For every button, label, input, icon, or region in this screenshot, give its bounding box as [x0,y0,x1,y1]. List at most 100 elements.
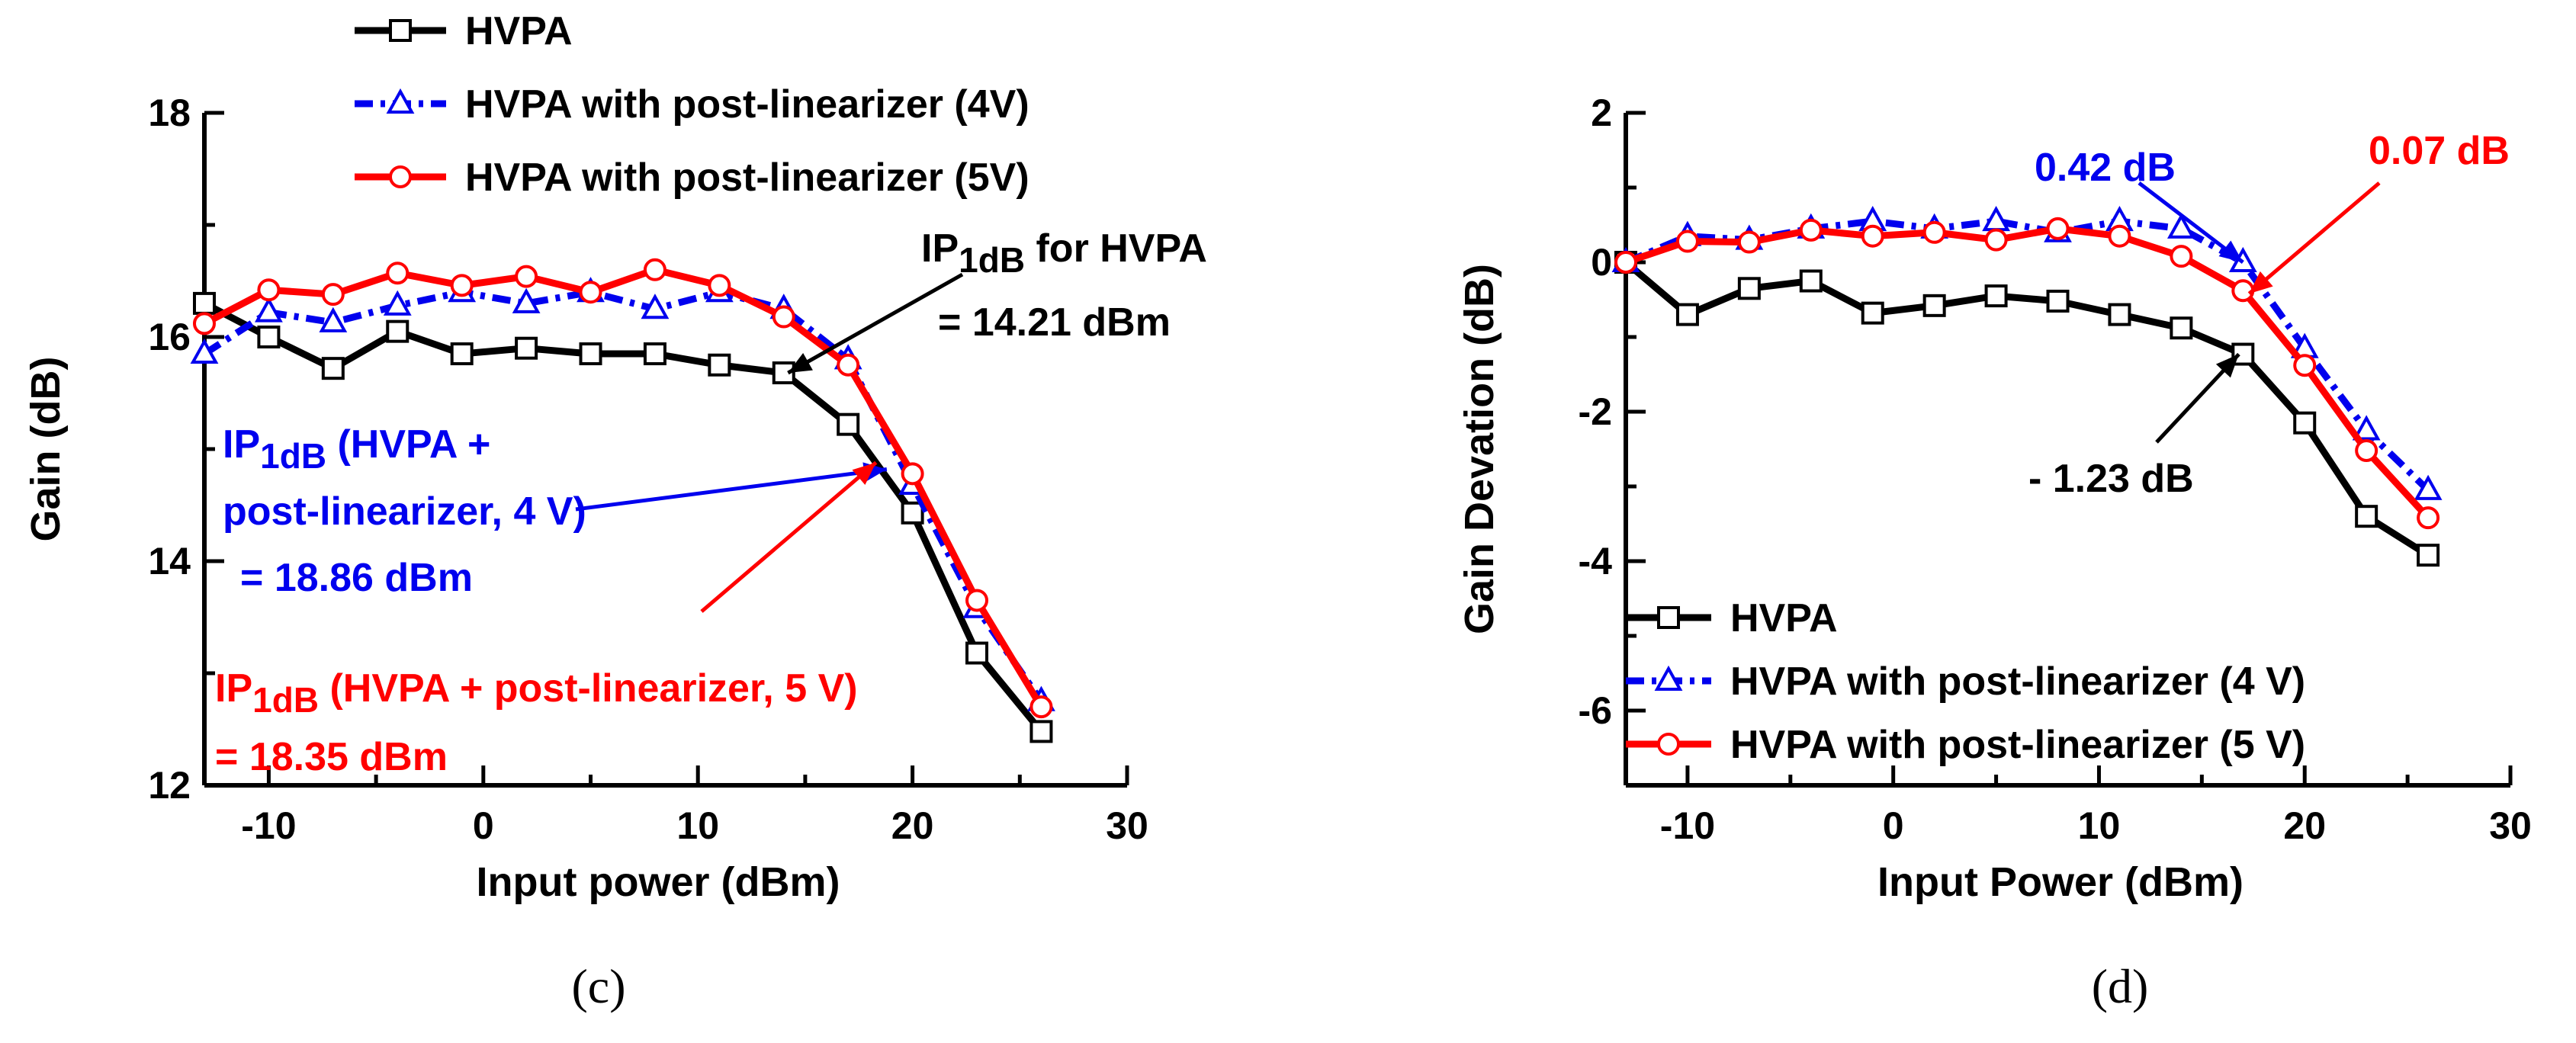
text-part: (HVPA + post-linearizer, 5 V) [319,666,858,711]
data-point [2046,217,2070,240]
data-point [1614,251,1637,274]
data-point [965,589,989,612]
data-point [1675,229,1699,253]
data-point [515,265,538,288]
data-point [1737,277,1761,300]
x-tick-label: 30 [1106,804,1148,847]
legend-label: HVPA with post-linearizer (4 V) [1730,659,2305,704]
data-point [2108,303,2131,326]
annotation-arrow-line [700,461,878,613]
annotation-text: = 18.35 dBm [215,735,448,779]
data-point [1799,218,1823,242]
legend-marker [1657,606,1680,629]
x-tick-label: -10 [1660,804,1715,847]
annotation-text: = 18.86 dBm [240,556,473,600]
text-part: for HVPA [1025,226,1207,271]
series-0 [1614,251,2440,567]
x-axis-title: Input Power (dBm) [1877,859,2244,905]
x-axis-title: Input power (dBm) [477,859,840,905]
x-tick-label: 10 [676,804,719,847]
annotation-text: - 1.23 dB [2028,457,2194,501]
legend: HVPA HVPA with post-linearizer (4 V) HVPA … [1626,596,2305,767]
panel-caption: (d) [2092,959,2149,1013]
legend-marker [1657,733,1680,756]
data-point [837,412,860,436]
y-axis-title: Gain (dB) [23,357,69,542]
annotation-arrow-line [787,272,964,375]
data-point [1861,301,1884,325]
data-point [2046,289,2070,313]
y-tick-label: 2 [1591,91,1612,134]
arrow-head-icon [788,352,813,374]
text-part: = 18.35 dBm [215,735,448,779]
data-point [2355,505,2378,528]
data-point [2166,213,2195,239]
panel-caption: (c) [571,959,625,1013]
data-point [2352,415,2381,441]
data-point [257,278,281,302]
data-point [193,291,216,315]
annotation-text: 0.07 dB [2369,129,2510,173]
text-part: post-linearizer, 4 V) [223,489,586,534]
x-tick-label: 10 [2078,804,2121,847]
data-point [708,274,731,297]
annotation-text: IP1dB for HVPA [921,226,1207,280]
data-point [772,305,795,329]
y-tick-label: 16 [148,316,191,358]
data-point [641,294,670,319]
y-tick-label: -6 [1579,689,1612,732]
subscript: 1dB [260,436,326,476]
annotation-text: = 14.21 dBm [938,300,1171,345]
data-point [1922,220,1946,244]
data-point [190,338,219,364]
annotation-5v-ip1db: IP1dB (HVPA + post-linearizer, 5 V) = 18.… [215,461,878,779]
arrow-head-icon [2215,354,2239,378]
data-point [1922,294,1946,317]
data-point [386,262,410,285]
data-point [321,283,345,306]
legend-label: HVPA with post-linearizer (4V) [465,82,1029,127]
y-tick-label: 0 [1591,241,1612,284]
text-part: - 1.23 dB [2028,457,2194,501]
x-tick-label: 20 [891,804,934,847]
data-point [1737,230,1761,254]
data-point [450,274,474,297]
data-point [1675,303,1699,326]
annotation-text: post-linearizer, 4 V) [223,489,586,534]
data-point [643,342,666,366]
annotation-text: 0.42 dB [2035,146,2176,190]
text-part: 0.42 dB [2035,146,2176,190]
text-part: 0.07 dB [2369,129,2510,173]
legend-marker [389,165,412,188]
annotation-4v-ip1db: IP1dB (HVPA + post-linearizer, 4 V) = 18.… [223,422,888,600]
subscript: 1dB [959,240,1025,280]
series-line [1624,217,2431,493]
data-point [1029,695,1053,719]
annotation-arrow-line [575,467,888,512]
x-tick-label: -10 [241,804,296,847]
series-2 [1614,217,2440,530]
data-point [386,319,410,343]
data-point [2417,506,2440,530]
subscript: 1dB [252,680,319,720]
data-point [2417,544,2440,567]
y-tick-label: 12 [148,764,191,807]
series-1 [1611,205,2443,500]
annotation-hvpa-ip1db: IP1dB for HVPA = 14.21 dBm [787,226,1207,375]
data-point [837,353,860,377]
data-point [2170,316,2193,340]
data-point [708,353,731,377]
data-point [579,281,602,304]
annotation-arrow-line [2247,181,2381,296]
legend-label: HVPA [1730,596,1838,640]
data-point [1984,284,2008,308]
legend-label: HVPA with post-linearizer (5 V) [1730,723,2305,767]
legend-marker [1654,665,1683,691]
data-point [255,297,283,323]
y-axis-title: Gain Devation (dB) [1457,264,1502,634]
legend-label: HVPA with post-linearizer (5V) [465,156,1029,200]
data-point [2355,438,2378,462]
data-point [321,357,345,380]
annotation-text: IP1dB (HVPA + [223,422,490,476]
